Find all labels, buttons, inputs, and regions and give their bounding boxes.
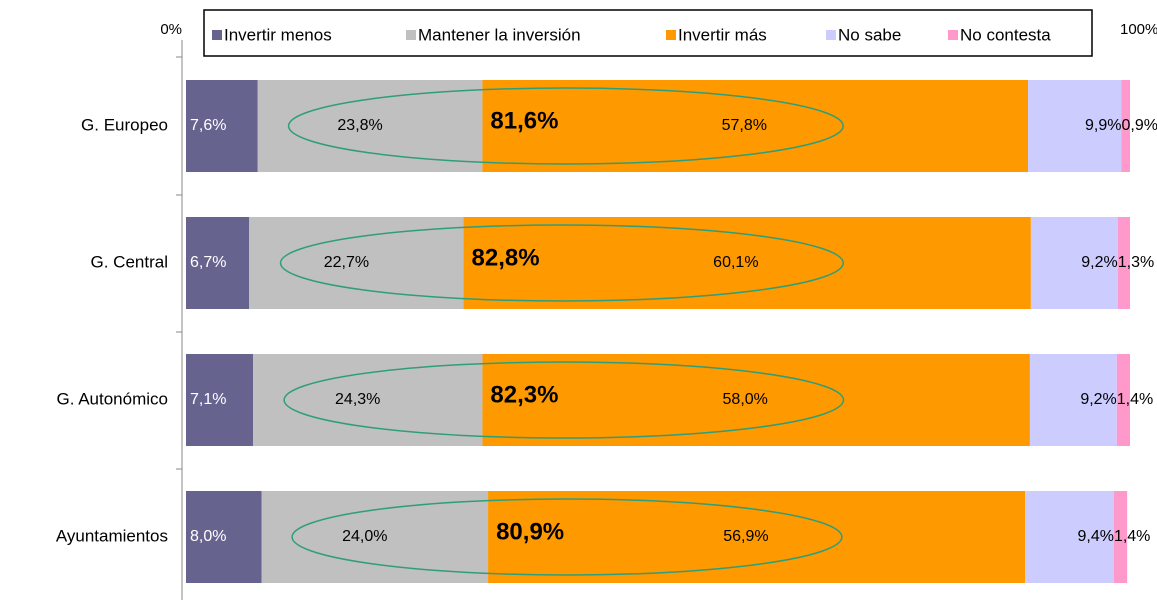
bar-segment [186,217,250,309]
value-label: 9,2% [1080,391,1116,408]
bar-segment [249,217,464,309]
bar-segment [257,80,483,172]
value-label: 58,0% [723,391,768,408]
bar-segment [1117,217,1130,309]
x-tick-label: 100% [1120,21,1157,38]
legend-label: No contesta [960,25,1051,44]
annotation-label: 82,8% [472,244,540,271]
bar-segment [1029,354,1117,446]
bar-segment [482,354,1030,446]
legend-swatch [666,30,676,40]
category-label: G. Autonómico [56,389,168,408]
bar-segment [488,491,1026,583]
x-tick-label: 0% [160,21,182,38]
category-label: G. Europeo [81,115,168,134]
legend-swatch [406,30,416,40]
legend-label: Mantener la inversión [418,25,581,44]
bar-segment [1025,491,1114,583]
bar-segment [186,354,254,446]
value-label: 23,8% [337,117,382,134]
legend-label: Invertir menos [224,25,332,44]
value-label: 7,6% [190,117,226,134]
bar-segment [1030,217,1118,309]
value-label: 9,4% [1077,528,1113,545]
bar-segment [482,80,1029,172]
value-label: 1,3% [1118,254,1154,271]
value-label: 7,1% [190,391,226,408]
legend-label: Invertir más [678,25,767,44]
annotation-ellipse [291,498,843,576]
bar-segment [1113,491,1128,583]
value-label: 8,0% [190,528,226,545]
annotation-label: 82,3% [490,381,558,408]
annotation-ellipse [283,361,845,439]
legend-box [203,9,1093,57]
bar-segment [253,354,483,446]
bar-segment [1116,354,1130,446]
bar-segment [186,80,258,172]
annotation-label: 81,6% [490,107,558,134]
value-label: 60,1% [713,254,758,271]
value-label: 22,7% [324,254,369,271]
legend-swatch [212,30,222,40]
category-label: G. Central [91,252,168,271]
bar-segment [463,217,1031,309]
legend-swatch [948,30,958,40]
value-label: 24,0% [342,528,387,545]
legend-swatch [826,30,836,40]
value-label: 1,4% [1114,528,1150,545]
category-label: Ayuntamientos [56,526,168,545]
bar-segment [261,491,489,583]
value-label: 6,7% [190,254,226,271]
value-label: 24,3% [335,391,380,408]
value-label: 9,2% [1081,254,1117,271]
value-label: 0,9% [1122,117,1157,134]
legend-label: No sabe [838,25,901,44]
annotation-ellipse [279,224,845,302]
bar-segment [1028,80,1122,172]
bar-segment [1121,80,1130,172]
annotation-label: 80,9% [496,518,564,545]
value-label: 56,9% [723,528,768,545]
annotation-ellipse [287,87,844,165]
bar-segment [186,491,262,583]
value-label: 1,4% [1117,391,1153,408]
value-label: 57,8% [722,117,767,134]
value-label: 9,9% [1085,117,1121,134]
